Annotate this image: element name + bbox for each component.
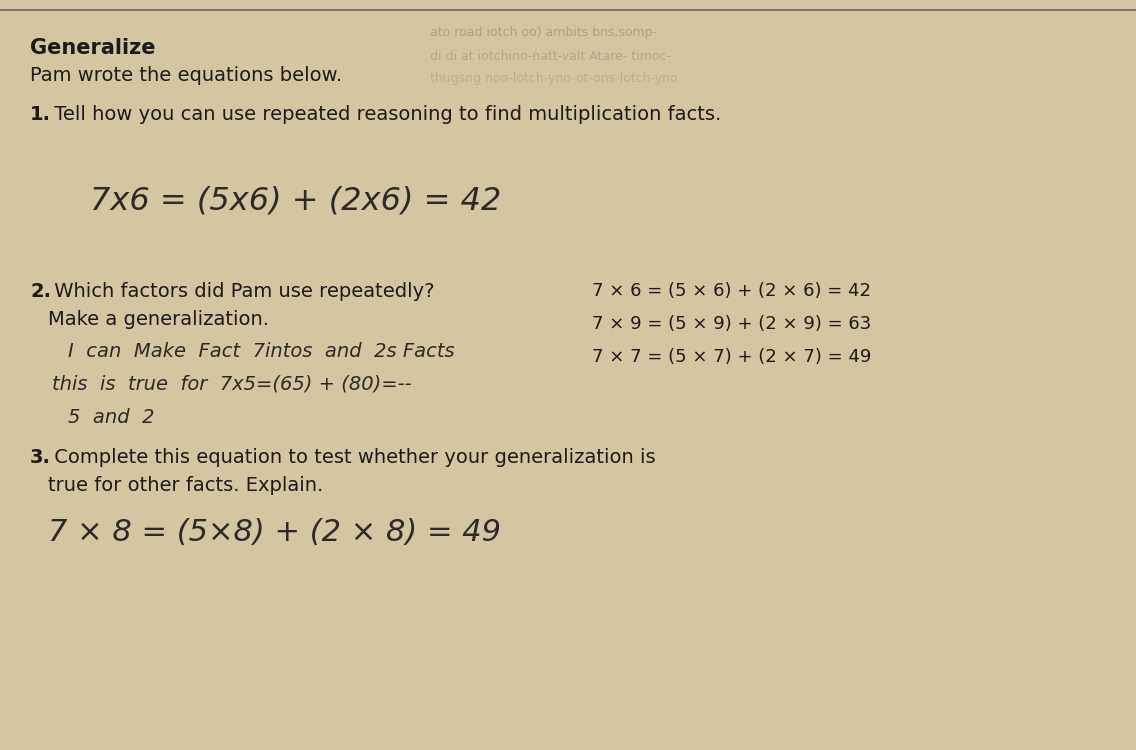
Text: this  is  true  for  7x5=(65) + (80)=--: this is true for 7x5=(65) + (80)=-- xyxy=(52,375,411,394)
Text: 7 × 7 = (5 × 7) + (2 × 7) = 49: 7 × 7 = (5 × 7) + (2 × 7) = 49 xyxy=(592,348,871,366)
Text: 7 × 9 = (5 × 9) + (2 × 9) = 63: 7 × 9 = (5 × 9) + (2 × 9) = 63 xyxy=(592,315,871,333)
Text: 7x6 = (5x6) + (2x6) = 42: 7x6 = (5x6) + (2x6) = 42 xyxy=(90,185,501,216)
Text: di di at iotchino-natt-valt Atare- timoc-: di di at iotchino-natt-valt Atare- timoc… xyxy=(431,50,671,63)
Text: Complete this equation to test whether your generalization is: Complete this equation to test whether y… xyxy=(48,448,655,467)
Text: Pam wrote the equations below.: Pam wrote the equations below. xyxy=(30,66,342,85)
Text: Tell how you can use repeated reasoning to find multiplication facts.: Tell how you can use repeated reasoning … xyxy=(48,105,721,124)
Text: I  can  Make  Fact  7intos  and  2s Facts: I can Make Fact 7intos and 2s Facts xyxy=(68,342,454,361)
Text: Generalize: Generalize xyxy=(30,38,156,58)
Text: Which factors did Pam use repeatedly?: Which factors did Pam use repeatedly? xyxy=(48,282,434,301)
Text: ato road iotch oo) ambits bns,somp-: ato road iotch oo) ambits bns,somp- xyxy=(431,26,657,39)
Text: 1.: 1. xyxy=(30,105,51,124)
Text: 3.: 3. xyxy=(30,448,51,467)
Text: 5  and  2: 5 and 2 xyxy=(68,408,154,427)
Text: 7 × 8 = (5×8) + (2 × 8) = 49: 7 × 8 = (5×8) + (2 × 8) = 49 xyxy=(48,518,501,547)
Text: true for other facts. Explain.: true for other facts. Explain. xyxy=(48,476,324,495)
Text: Make a generalization.: Make a generalization. xyxy=(48,310,269,329)
Text: thugsng noo-lotch-yno-ot-ons-lotch-yno: thugsng noo-lotch-yno-ot-ons-lotch-yno xyxy=(431,72,678,85)
Text: 7 × 6 = (5 × 6) + (2 × 6) = 42: 7 × 6 = (5 × 6) + (2 × 6) = 42 xyxy=(592,282,871,300)
Text: 2.: 2. xyxy=(30,282,51,301)
